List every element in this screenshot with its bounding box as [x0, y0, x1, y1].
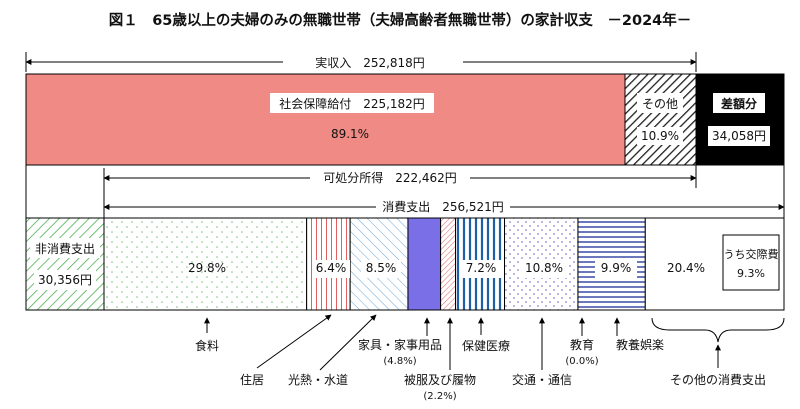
label-transport: 交通・通信	[512, 372, 572, 387]
deficit-label: 差額分	[720, 96, 757, 111]
deficit-label-box	[713, 93, 765, 113]
label-other-spending: その他の消費支出	[670, 372, 766, 387]
share-recreation: 9.9%	[601, 261, 632, 275]
deficit-value: 34,058円	[712, 129, 766, 143]
label-clothing: 被服及び履物	[404, 373, 476, 387]
non-consumption-label: 非消費支出	[35, 241, 95, 256]
label-education-share: (0.0%)	[565, 356, 598, 367]
share-health-bg	[460, 260, 502, 278]
income-other-label-box	[637, 93, 683, 113]
label-clothing-share: (2.2%)	[423, 391, 456, 402]
deficit-value-box	[708, 126, 770, 146]
disposable-label-bg	[310, 170, 470, 186]
share-housing: 6.4%	[316, 261, 347, 275]
share-transport-bg	[520, 260, 568, 278]
share-transport: 10.8%	[525, 261, 563, 275]
label-furniture-share: (4.8%)	[383, 356, 416, 367]
label-housing: 住居	[240, 373, 264, 387]
income-label-bg	[283, 54, 463, 70]
bar-social-security	[25, 73, 626, 166]
arrow-housing	[256, 314, 332, 369]
bar-income-other	[624, 73, 697, 166]
social-security-share: 89.1%	[331, 127, 369, 141]
bar-furniture	[407, 217, 442, 311]
share-health: 7.2%	[466, 261, 497, 275]
income-total-label: 実収入 252,818円	[315, 55, 425, 70]
label-furniture: 家具・家事用品	[358, 337, 442, 352]
label-health: 保健医療	[462, 339, 510, 353]
income-other-share-box	[637, 127, 683, 145]
share-utilities: 8.5%	[366, 261, 397, 275]
entertainment-label: うち交際費	[724, 247, 779, 261]
share-recreation-bg	[595, 260, 637, 278]
spending-label-bg	[376, 199, 510, 215]
label-food: 食料	[195, 338, 219, 353]
non-consumption-value-box	[34, 270, 96, 290]
share-other-spending: 20.4%	[667, 261, 705, 275]
entertainment-subbox	[722, 234, 780, 291]
social-security-label-box	[270, 93, 434, 113]
non-consumption-value: 30,356円	[38, 273, 92, 287]
income-other-label: その他	[642, 97, 678, 111]
social-security-label: 社会保障給付 225,182円	[279, 96, 425, 111]
arrow-utilities	[319, 314, 377, 371]
bar-deficit	[695, 73, 785, 166]
disposable-label: 可処分所得 222,462円	[323, 170, 457, 185]
share-utilities-bg	[361, 260, 401, 278]
brace-other-spending	[651, 317, 785, 343]
chart-title: 図１ 65歳以上の夫婦のみの無職世帯（夫婦高齢者無職世帯）の家計収支 －2024…	[109, 11, 692, 29]
label-recreation: 教養娯楽	[616, 337, 664, 352]
share-food: 29.8%	[188, 261, 226, 275]
non-consumption-label-box	[30, 238, 100, 258]
share-housing-bg	[312, 260, 350, 278]
entertainment-share: 9.3%	[737, 267, 765, 280]
label-utilities: 光熱・水道	[288, 373, 348, 387]
income-other-share: 10.9%	[641, 129, 679, 143]
bar-food	[103, 217, 308, 311]
bar-clothing	[440, 217, 457, 311]
bar-non-consumption	[25, 217, 105, 311]
label-education: 教育	[570, 337, 594, 352]
spending-label: 消費支出 256,521円	[382, 199, 504, 214]
